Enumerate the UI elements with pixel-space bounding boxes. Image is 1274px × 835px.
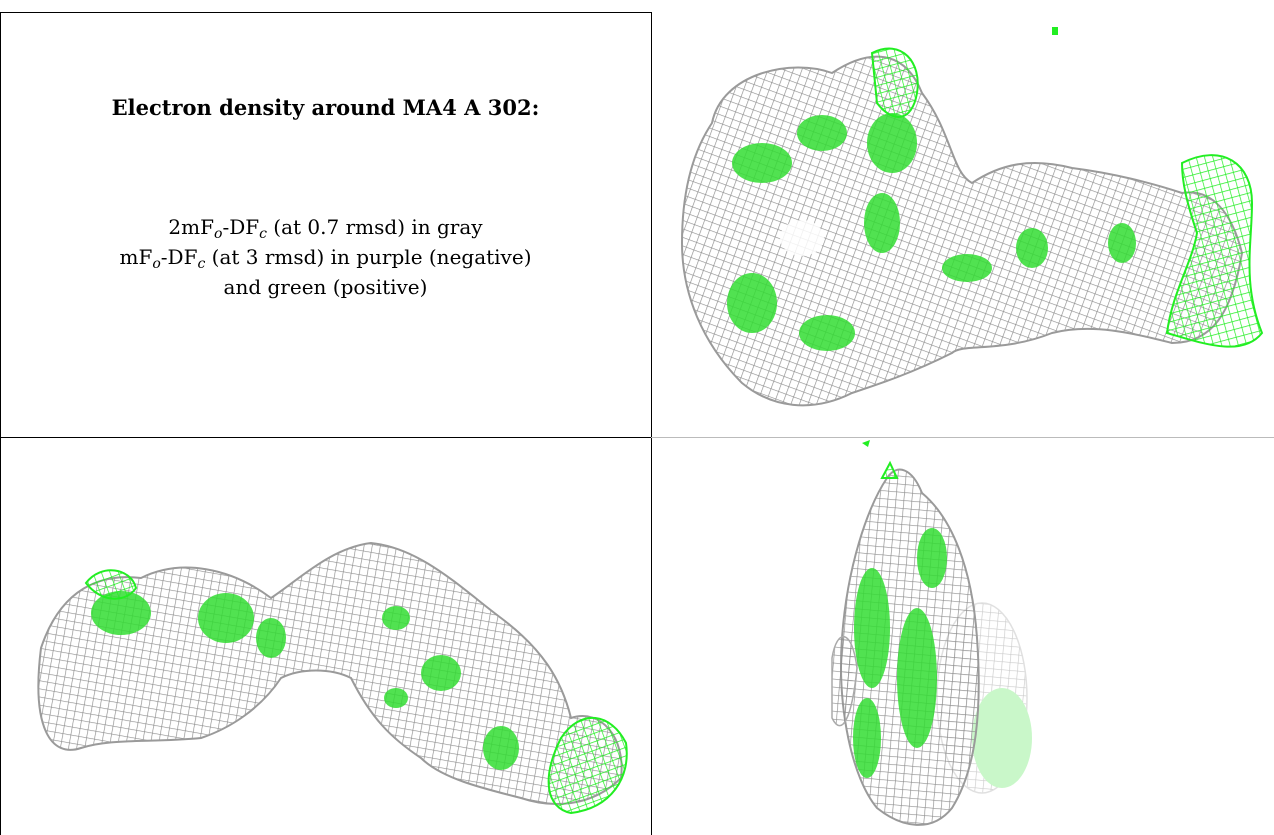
gray-density-mesh xyxy=(680,55,1244,407)
figure-legend: 2mFo-DFc (at 0.7 rmsd) in gray mFo-DFc (… xyxy=(0,212,651,302)
legend-line-1: 2mFo-DFc (at 0.7 rmsd) in gray xyxy=(168,215,483,242)
green-density-blobs xyxy=(727,113,1136,351)
center-divider xyxy=(651,12,652,835)
left-border xyxy=(0,12,1,835)
green-density-blobs xyxy=(91,591,519,770)
density-view-3 xyxy=(652,438,1274,835)
middle-divider-right xyxy=(651,437,1274,438)
middle-divider-left xyxy=(0,437,651,438)
green-density-mesh xyxy=(870,27,1264,348)
green-density-blobs xyxy=(853,528,947,778)
top-border xyxy=(0,12,651,13)
caption-cell: Electron density around MA4 A 302: 2mFo-… xyxy=(0,0,651,437)
density-view-2 xyxy=(1,438,651,835)
legend-line-2: mFo-DFc (at 3 rmsd) in purple (negative) xyxy=(119,245,532,272)
density-view-1 xyxy=(652,13,1274,437)
figure-title: Electron density around MA4 A 302: xyxy=(111,95,540,120)
legend-line-3: and green (positive) xyxy=(223,275,428,299)
green-density-mesh xyxy=(862,440,899,479)
green-density-mesh xyxy=(84,569,628,815)
